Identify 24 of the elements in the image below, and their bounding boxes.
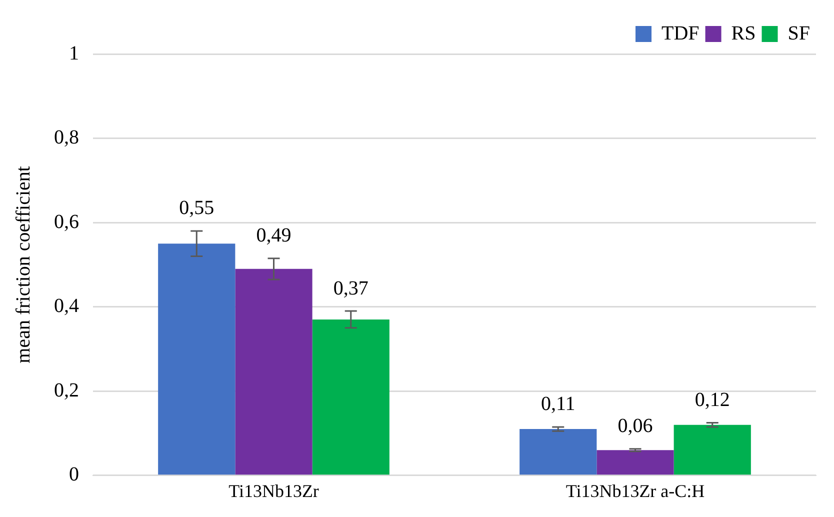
data-label: 0,37 xyxy=(333,277,368,300)
bar xyxy=(312,319,390,475)
data-label: 0,06 xyxy=(618,415,653,438)
legend-label: RS xyxy=(731,22,756,44)
bar xyxy=(596,450,674,475)
legend-label: TDF xyxy=(662,22,700,44)
data-label: 0,12 xyxy=(694,388,730,411)
y-tick-label: 0 xyxy=(69,464,79,486)
x-tick-label: Ti13Nb13Zr a-C:H xyxy=(566,480,705,501)
bar xyxy=(158,244,236,475)
y-tick-label: 1 xyxy=(69,42,79,64)
data-label: 0,11 xyxy=(540,393,576,416)
x-tick-label: Ti13Nb13Zr xyxy=(228,480,319,501)
bar xyxy=(235,268,312,475)
bar xyxy=(520,429,597,475)
y-tick-label: 0,4 xyxy=(54,295,79,318)
bar xyxy=(674,424,751,475)
y-tick-label: 0,6 xyxy=(54,210,79,233)
data-label: 0,49 xyxy=(256,224,292,247)
y-tick-label: 0,8 xyxy=(54,126,79,149)
y-tick-label: 0,2 xyxy=(54,379,79,402)
legend-label: SF xyxy=(788,22,810,44)
data-label: 0,55 xyxy=(179,197,214,220)
y-axis-title: mean friction coefficient xyxy=(12,166,34,364)
